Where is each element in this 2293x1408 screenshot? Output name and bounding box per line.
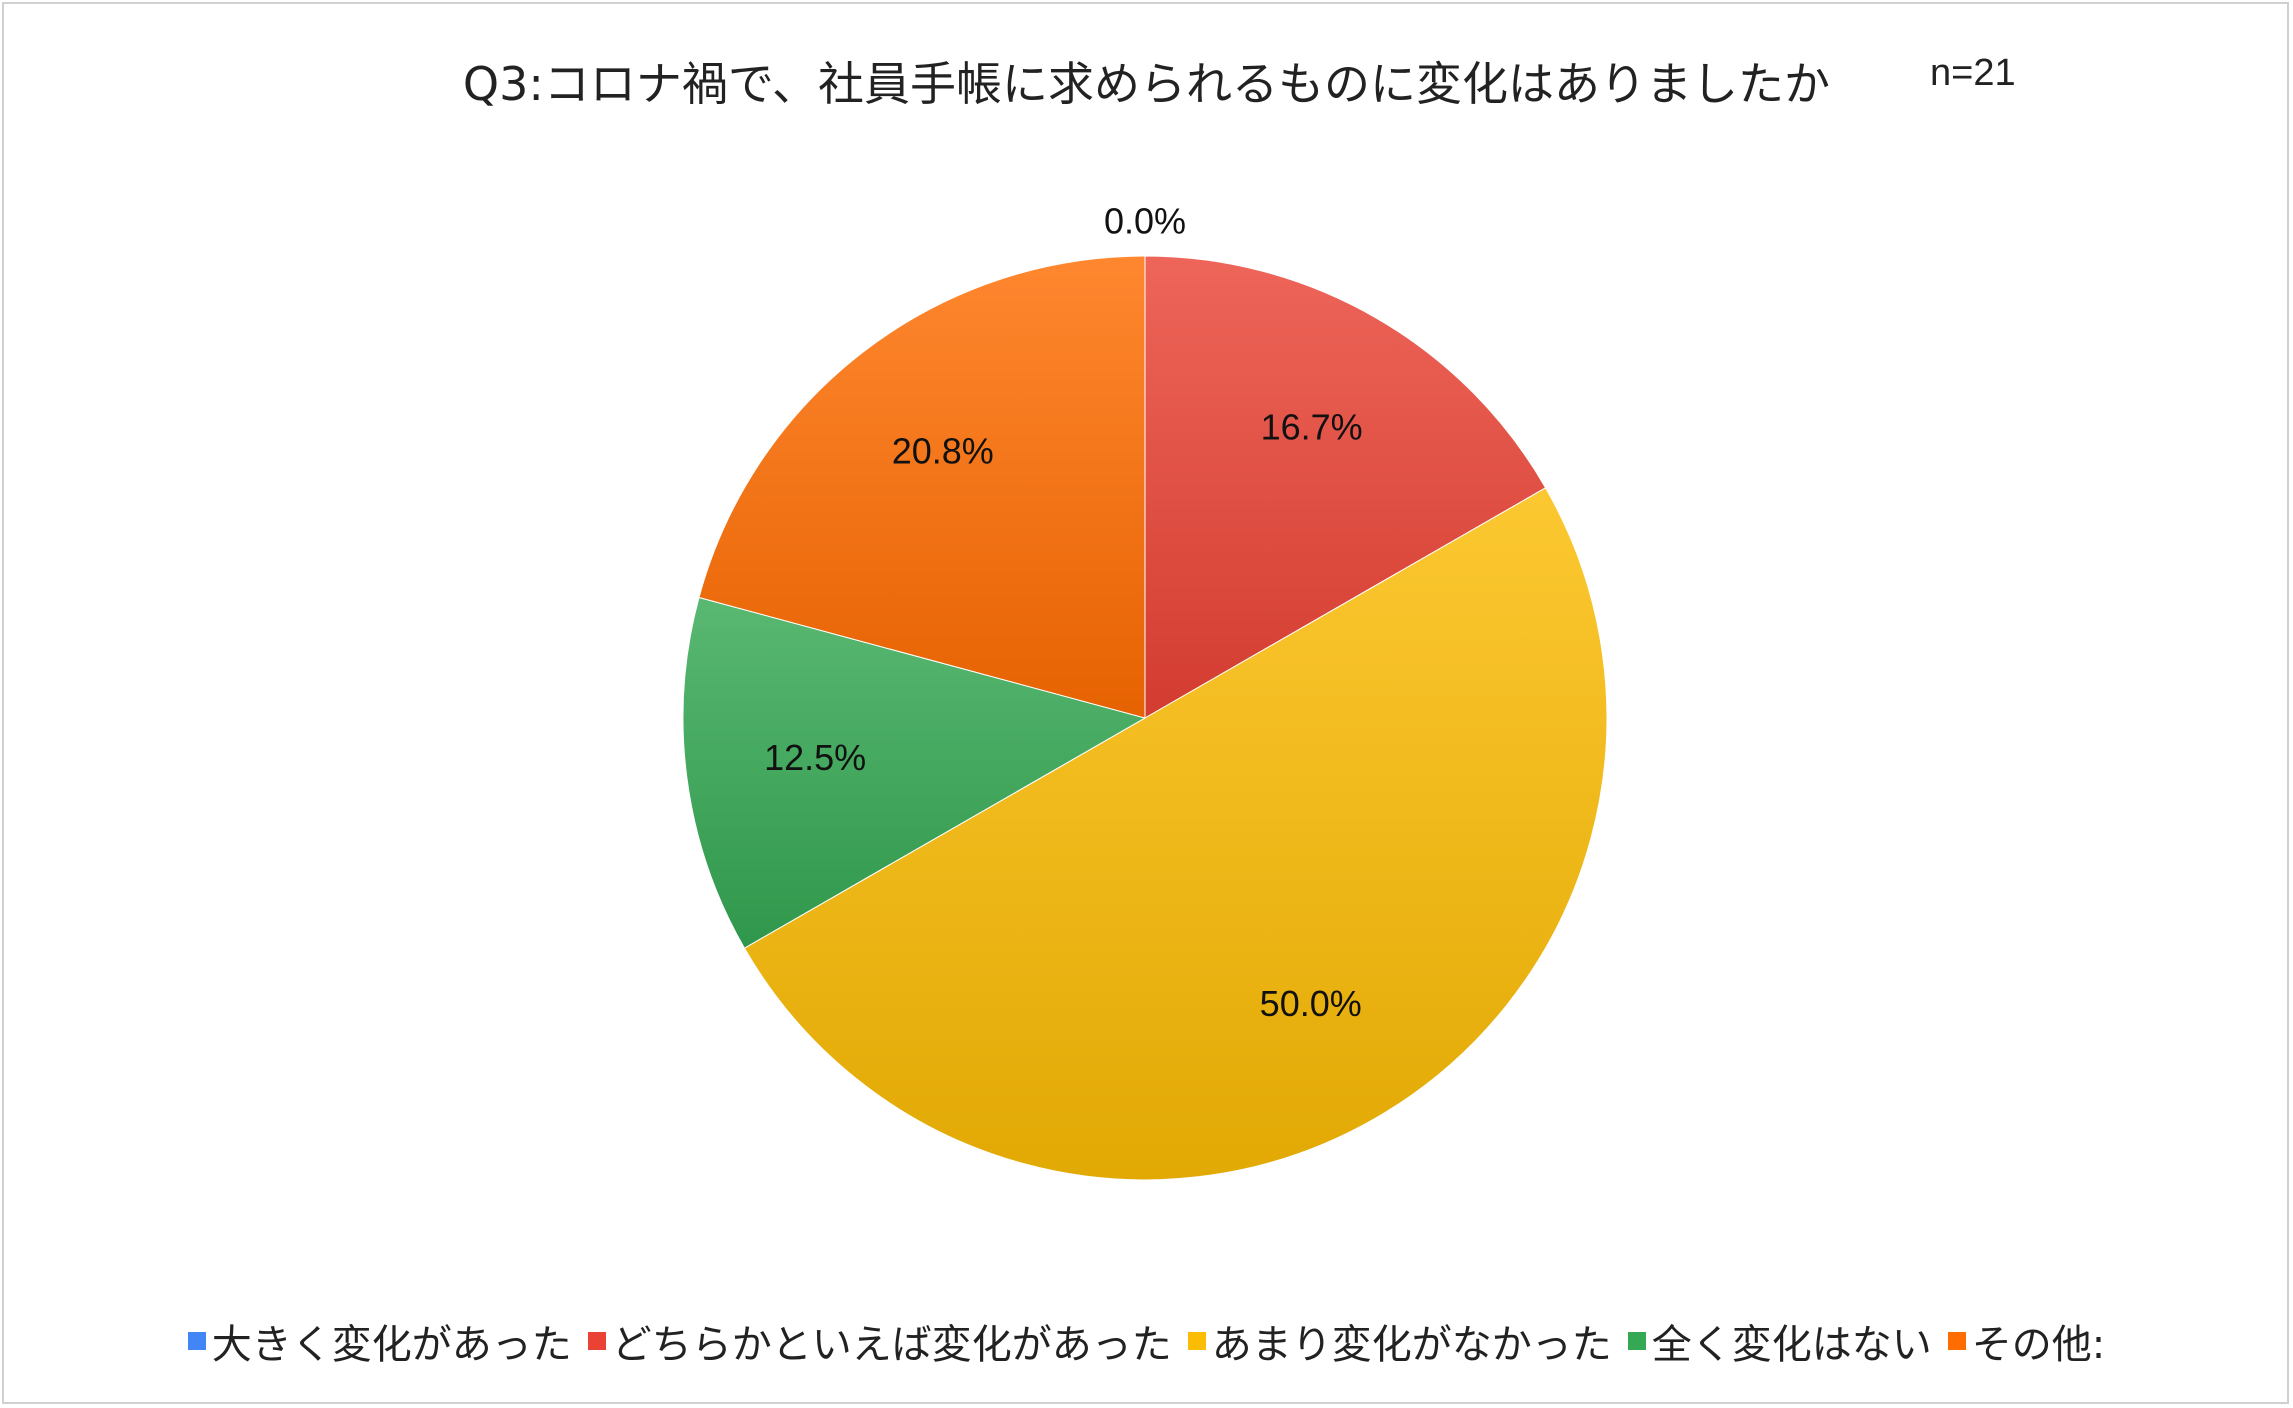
legend-swatch <box>587 1332 606 1350</box>
pie-data-label: 50.0% <box>1260 983 1362 1024</box>
legend-item: その他: <box>1947 1312 2106 1370</box>
legend-swatch <box>1187 1332 1206 1350</box>
legend-swatch <box>1947 1332 1966 1350</box>
pie-data-labels: 0.0% 16.7% 50.0% 12.5% 20.8% <box>764 201 1363 1024</box>
legend-item: あまり変化がなかった <box>1187 1312 1612 1370</box>
legend-label: その他: <box>1971 1322 2106 1368</box>
legend-item: どちらかといえば変化があった <box>587 1312 1172 1370</box>
legend-swatch <box>1627 1332 1646 1350</box>
pie-data-label: 12.5% <box>764 737 866 778</box>
legend-label: どちらかといえば変化があった <box>611 1322 1172 1368</box>
pie-slice <box>1144 255 1547 719</box>
chart-title: Q3:コロナ禍で、社員手帳に求められるものに変化はありましたか <box>462 57 1831 111</box>
pie-data-label: 20.8% <box>892 430 994 471</box>
legend-label: 全く変化はない <box>1651 1322 1932 1368</box>
pie-slice <box>698 255 1146 719</box>
pie-slices <box>682 255 1608 1181</box>
pie-data-label: 16.7% <box>1261 407 1363 448</box>
chart-legend: 大きく変化があった どちらかといえば変化があった あまり変化がなかった 全く変化はない… <box>0 1312 2293 1370</box>
legend-item: 大きく変化があった <box>187 1312 572 1370</box>
sample-size-label: n=21 <box>1930 52 2016 94</box>
pie-slice <box>682 596 1147 949</box>
legend-item: 全く変化はない <box>1627 1312 1932 1370</box>
pie-data-label: 0.0% <box>1104 201 1186 242</box>
pie-slice <box>743 487 1608 1181</box>
legend-swatch <box>187 1332 206 1350</box>
legend-label: あまり変化がなかった <box>1211 1322 1612 1368</box>
legend-label: 大きく変化があった <box>211 1322 572 1368</box>
